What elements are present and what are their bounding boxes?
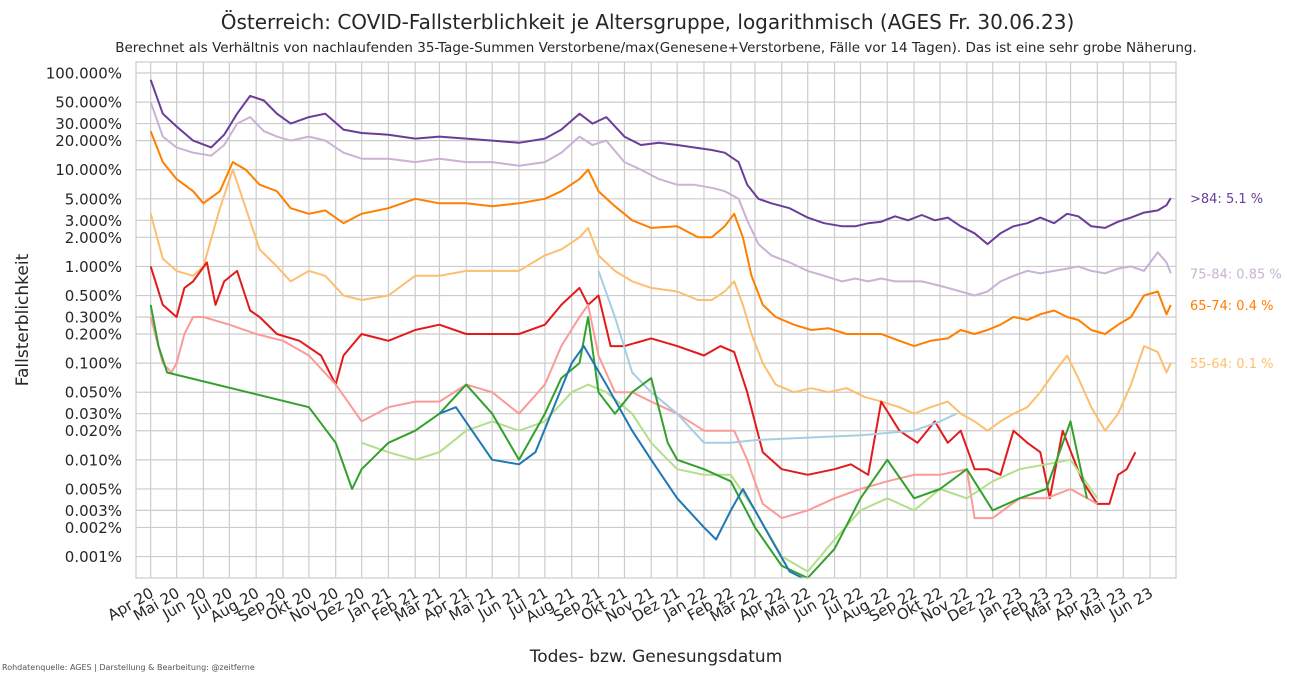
y-tick-label: 0.002% [65, 519, 122, 537]
series-line-2 [149, 130, 1172, 348]
gridlines [136, 62, 1176, 578]
series-line-8 [149, 304, 1088, 579]
series-end-labels: >84: 5.1 % 75-84: 0.85 % 65-74: 0.4 % 55-64… [1190, 192, 1282, 372]
series-line-4 [149, 261, 1137, 505]
series-line-5 [149, 303, 1098, 520]
y-tick-label: 0.030% [65, 405, 122, 423]
x-axis-label: Todes- bzw. Genesungsdatum [529, 647, 783, 667]
y-tick-label: 0.500% [65, 287, 122, 305]
series-line-6 [597, 270, 957, 444]
y-tick-label: 100.000% [46, 65, 122, 83]
y-axis-label: Fallsterblichkeit [13, 253, 33, 386]
series-end-label: 65-74: 0.4 % [1190, 299, 1273, 314]
series-line-1 [149, 101, 1172, 297]
y-tick-label: 50.000% [55, 94, 122, 112]
series-end-label: 75-84: 0.85 % [1190, 267, 1282, 282]
y-tick-label: 30.000% [55, 115, 122, 133]
chart-title: Österreich: COVID-Fallsterblichkeit je A… [220, 10, 1075, 34]
y-tick-label: 3.000% [65, 212, 122, 230]
y-tick-label: 0.300% [65, 308, 122, 326]
y-tick-label: 2.000% [65, 229, 122, 247]
y-tick-label: 0.020% [65, 422, 122, 440]
y-tick-label: 0.010% [65, 451, 122, 469]
y-tick-label: 0.100% [65, 355, 122, 373]
series-line-9 [439, 345, 803, 579]
data-source-note: Rohdatenquelle: AGES | Darstellung & Bea… [2, 663, 255, 672]
y-tick-label: 0.001% [65, 548, 122, 566]
y-tick-label: 0.003% [65, 502, 122, 520]
series-end-label: >84: 5.1 % [1190, 192, 1263, 207]
series-end-label: 55-64: 0.1 % [1190, 357, 1273, 372]
y-tick-label: 20.000% [55, 132, 122, 150]
chart-subtitle: Berechnet als Verhältnis von nachlaufend… [115, 40, 1197, 56]
series-lines [149, 79, 1172, 579]
y-axis-tick-labels: 100.000% 50.000% 30.000%20.000% 10.000% 5.00… [46, 65, 122, 567]
series-line-7 [361, 383, 1099, 573]
y-tick-label: 0.200% [65, 326, 122, 344]
y-tick-label: 10.000% [55, 161, 122, 179]
series-line-3 [149, 168, 1172, 432]
y-tick-label: 5.000% [65, 190, 122, 208]
y-tick-label: 0.005% [65, 480, 122, 498]
plot-frame [135, 61, 1177, 579]
y-tick-label: 0.050% [65, 384, 122, 402]
y-tick-label: 1.000% [65, 258, 122, 276]
series-line-0 [149, 79, 1172, 246]
